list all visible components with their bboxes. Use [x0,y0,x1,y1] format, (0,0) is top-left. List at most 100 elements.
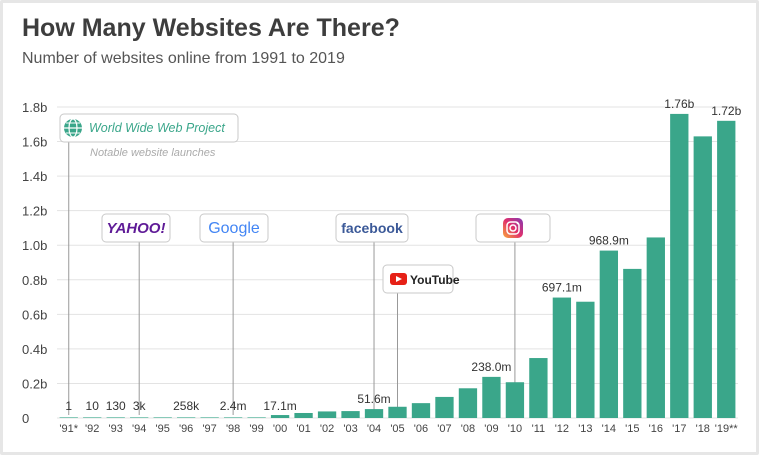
x-tick-label: '11 [532,423,546,435]
x-tick-label: '19** [715,423,739,435]
x-tick-label: '07 [437,423,451,435]
bar [670,113,689,419]
x-tick-label: '05 [390,423,404,435]
chart-title: How Many Websites Are There? [22,14,400,42]
data-label: 258k [173,399,200,413]
y-tick-label: 1.0b [22,238,47,253]
y-tick-labels: 0 0.2b 0.4b 0.6b 0.8b 1.0b 1.2b 1.4b 1.6b 1.8b [22,100,47,426]
bar [505,382,525,418]
bar [552,297,572,418]
x-tick-label: '93 [109,423,123,435]
y-tick-label: 0 [22,411,29,426]
notable-launches-label: Notable website launches [90,147,216,159]
y-tick-label: 0.2b [22,376,47,391]
data-label: 1 [65,399,72,413]
x-tick-label: '02 [320,423,334,435]
x-tick-label: '08 [461,423,475,435]
x-tick-labels: '91* '92 '93 '94 '95 '96 '97 '98 '99 '00 '01 '02 '03… [59,423,738,435]
x-tick-label: '18 [696,423,710,435]
bars [59,113,736,419]
x-tick-label: '06 [414,423,428,435]
yahoo-logo: YAHOO! [101,213,171,243]
x-tick-label: '98 [226,423,240,435]
y-tick-label: 1.8b [22,100,47,115]
data-label: 17.1m [263,399,296,413]
y-tick-label: 0.4b [22,342,47,357]
bar [529,358,548,418]
x-tick-label: '00 [273,423,287,435]
x-tick-label: '17 [672,423,686,435]
x-tick-label: '12 [555,423,569,435]
data-label: 3k [133,399,147,413]
bar [623,268,642,418]
bar [106,417,125,418]
bar [59,417,78,418]
globe-icon [64,118,82,138]
y-tick-label: 0.6b [22,307,47,322]
x-tick-label: '13 [578,423,592,435]
bar [317,411,337,418]
bar [693,136,712,418]
x-tick-label: '91* [59,423,78,435]
www-project-label: World Wide Web Project [89,121,225,135]
google-logo: Google [199,213,269,243]
bar [130,417,149,418]
x-tick-label: '96 [179,423,193,435]
data-label: 1.72b [711,104,741,118]
x-tick-label: '16 [649,423,663,435]
bar [270,415,290,418]
data-label: 51.6m [357,392,390,406]
data-label: 238.0m [471,360,511,374]
bar [153,417,172,418]
bar [576,301,595,418]
data-label: 10 [86,399,100,413]
instagram-logo [475,213,551,243]
bar [364,409,384,418]
y-tick-label: 0.8b [22,273,47,288]
bar [435,396,454,418]
bar [458,388,478,418]
instagram-icon [503,218,523,238]
google-logo-text: Google [208,220,260,237]
bar [411,403,431,418]
bar [341,411,360,418]
youtube-logo-text: YouTube [410,273,460,287]
x-tick-label: '92 [85,423,99,435]
y-tick-label: 1.6b [22,135,47,150]
data-labels: 1 10 130 3k 258k 2.4m 17.1m 51.6m 238.0m 697.1m 96… [65,97,741,413]
bar [83,417,102,418]
data-label: 130 [106,399,126,413]
www-project-badge: World Wide Web Project [59,113,239,143]
x-tick-label: '95 [156,423,170,435]
facebook-logo: facebook [335,213,409,243]
facebook-logo-text: facebook [341,220,403,236]
data-label: 968.9m [589,234,629,248]
bar [388,406,407,418]
data-label: 697.1m [542,281,582,295]
x-tick-label: '94 [132,423,146,435]
x-tick-label: '99 [249,423,263,435]
x-tick-label: '14 [602,423,616,435]
y-tick-label: 1.4b [22,169,47,184]
bar [646,237,665,418]
data-label: 2.4m [220,399,247,413]
bar [247,417,266,418]
yahoo-logo-text: YAHOO! [107,220,166,237]
bar [223,417,243,418]
bar [599,250,619,418]
bar [294,412,313,418]
youtube-logo: YouTube [382,264,460,294]
x-tick-label: '15 [625,423,639,435]
bar [717,120,736,419]
y-tick-label: 1.2b [22,204,47,219]
x-tick-label: '97 [202,423,216,435]
chart-subtitle: Number of websites online from 1991 to 2… [22,50,345,67]
data-label: 1.76b [664,97,694,111]
x-tick-label: '04 [367,423,381,435]
x-tick-label: '10 [508,423,522,435]
bar [482,376,501,418]
x-tick-label: '01 [296,423,310,435]
bar [176,417,196,418]
x-tick-label: '09 [484,423,498,435]
